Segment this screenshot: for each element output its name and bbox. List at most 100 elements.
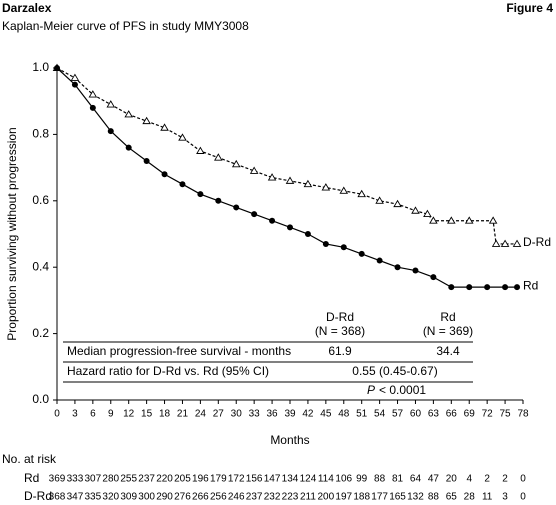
at-risk-count: 220 (156, 474, 173, 485)
x-tick-label: 0 (54, 409, 60, 420)
censor-marker (304, 231, 311, 237)
y-axis-label: Proportion surviving without progression (5, 127, 19, 340)
y-tick-label: 0.0 (32, 392, 49, 406)
inset-header: (N = 368) (315, 324, 365, 338)
x-tick-label: 48 (338, 409, 350, 420)
at-risk-count: 237 (138, 474, 155, 485)
at-risk-count: 65 (446, 492, 458, 503)
y-tick-label: 0.4 (32, 259, 49, 273)
at-risk-count: 368 (49, 492, 66, 503)
inset-header: Rd (440, 310, 455, 324)
x-tick-label: 15 (141, 409, 153, 420)
x-tick-label: 12 (123, 409, 135, 420)
at-risk-count: 196 (192, 474, 209, 485)
at-risk-count: 20 (446, 474, 458, 485)
at-risk-count: 280 (102, 474, 119, 485)
at-risk-row-label: Rd (24, 471, 39, 485)
censor-marker (491, 239, 501, 247)
x-axis-label: Months (270, 433, 309, 447)
censor-marker (233, 204, 240, 211)
x-tick-label: 66 (446, 409, 458, 420)
at-risk-count: 114 (318, 474, 334, 485)
censor-marker (107, 128, 114, 135)
x-tick-label: 51 (356, 409, 368, 420)
censor-marker (287, 224, 293, 231)
at-risk-count: 290 (156, 492, 173, 503)
censor-marker (303, 179, 313, 188)
censor-marker (488, 216, 498, 224)
at-risk-count: 88 (374, 474, 386, 485)
at-risk-count: 4 (466, 474, 472, 485)
chart-subtitle: Kaplan-Meier curve of PFS in study MMY30… (2, 19, 249, 33)
censor-marker (339, 186, 349, 194)
x-tick-label: 57 (392, 409, 404, 420)
x-tick-label: 27 (213, 409, 225, 420)
x-tick-label: 9 (108, 409, 114, 420)
at-risk-count: 223 (282, 492, 299, 503)
y-tick-label: 0.8 (32, 127, 49, 141)
at-risk-count: 307 (85, 474, 102, 485)
inset-cell: Hazard ratio for D-Rd vs. Rd (95% CI) (67, 364, 269, 378)
at-risk-count: 320 (102, 492, 119, 503)
x-tick-label: 63 (428, 409, 440, 420)
censor-marker (143, 157, 150, 164)
censor-marker (269, 217, 276, 224)
x-tick-label: 45 (320, 409, 332, 420)
censor-marker (466, 284, 473, 291)
at-risk-count: 134 (282, 474, 299, 485)
at-risk-count: 246 (228, 492, 245, 503)
at-risk-count: 369 (49, 474, 66, 485)
at-risk-count: 156 (246, 474, 263, 485)
at-risk-count: 47 (428, 474, 440, 485)
x-tick-label: 18 (159, 409, 171, 420)
inset-header: D-Rd (326, 310, 354, 324)
inset-cell: 61.9 (328, 344, 352, 358)
at-risk-count: 200 (318, 492, 335, 503)
x-tick-label: 75 (500, 409, 512, 420)
censor-marker (393, 199, 402, 208)
censor-marker (411, 206, 420, 214)
x-tick-label: 36 (267, 409, 279, 420)
censor-marker (231, 159, 241, 168)
censor-marker (340, 244, 347, 251)
censor-marker (376, 257, 383, 264)
censor-marker (161, 171, 168, 178)
at-risk-count: 132 (407, 492, 424, 503)
chart-title: Darzalex (2, 1, 52, 15)
censor-marker (285, 176, 295, 184)
at-risk-count: 179 (210, 474, 227, 485)
censor-marker (89, 104, 96, 111)
at-risk-count: 255 (120, 474, 137, 485)
censor-marker (322, 240, 329, 247)
censor-marker (160, 123, 169, 131)
censor-marker (71, 81, 78, 88)
at-risk-count: 205 (174, 474, 191, 485)
inset-cell: 34.4 (436, 344, 460, 358)
at-risk-title: No. at risk (2, 452, 57, 466)
censor-marker (448, 284, 455, 291)
at-risk-count: 232 (264, 492, 281, 503)
censor-marker (502, 284, 509, 291)
censor-marker (447, 216, 456, 224)
at-risk-count: 99 (356, 474, 368, 485)
at-risk-count: 64 (410, 474, 422, 485)
at-risk-count: 0 (520, 474, 526, 485)
censor-marker (125, 144, 132, 151)
censor-marker (394, 264, 401, 271)
at-risk-count: 88 (428, 492, 440, 503)
inset-cell: Median progression-free survival - month… (67, 344, 291, 358)
series-label: D-Rd (523, 235, 551, 249)
at-risk-count: 106 (335, 474, 352, 485)
censor-marker (196, 146, 205, 154)
at-risk-count: 172 (228, 474, 245, 485)
inset-cell: 0.55 (0.45-0.67) (352, 364, 437, 378)
at-risk-count: 124 (300, 474, 317, 485)
censor-marker (106, 100, 116, 108)
censor-marker (484, 284, 491, 291)
censor-marker (214, 153, 223, 161)
km-curve (56, 67, 518, 245)
at-risk-count: 2 (502, 474, 508, 485)
at-risk-count: 211 (300, 492, 316, 503)
at-risk-count: 147 (264, 474, 281, 485)
